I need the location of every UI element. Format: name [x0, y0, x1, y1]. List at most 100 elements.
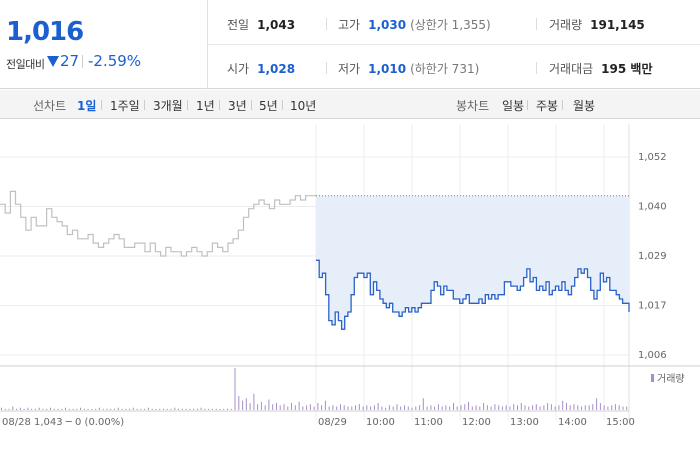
- tab-3year[interactable]: 3년: [228, 99, 247, 113]
- volume-bar: [618, 405, 620, 410]
- volume-bar: [283, 404, 285, 410]
- divider: [562, 100, 563, 110]
- volume-bar: [577, 405, 579, 410]
- volume-bar: [272, 404, 274, 410]
- volume-bar: [230, 408, 232, 410]
- x-axis-tick-label: 08/29: [318, 417, 347, 428]
- volume-bar: [155, 408, 157, 410]
- low-value: 1,010: [368, 62, 407, 76]
- volume-bar: [106, 408, 108, 410]
- volume-bar: [490, 406, 492, 410]
- volume-bar: [309, 404, 311, 410]
- volume-bar: [426, 406, 428, 410]
- volume-bar: [340, 404, 341, 410]
- volume-bar: [362, 406, 364, 410]
- volume-bar: [434, 406, 436, 410]
- volume-bar: [287, 406, 289, 410]
- tab-10year[interactable]: 10년: [290, 99, 317, 113]
- divider: [101, 100, 102, 110]
- volume-bar: [42, 408, 44, 410]
- volume-bar: [513, 404, 515, 410]
- volume-bar: [626, 406, 628, 410]
- tab-1day[interactable]: 1일: [77, 99, 97, 113]
- tab-monthly-candle[interactable]: 월봉: [573, 99, 596, 113]
- volume-bar: [102, 408, 104, 410]
- x-axis-tick-label: 15:00: [606, 417, 635, 428]
- volume-bar: [569, 405, 571, 410]
- trade-value-value: 195 백만: [601, 62, 653, 76]
- volume-bar: [437, 404, 439, 410]
- volume-bar: [449, 406, 451, 410]
- volume-bar: [366, 405, 368, 410]
- tab-daily-candle[interactable]: 일봉: [502, 99, 525, 113]
- volume-bar: [234, 368, 236, 410]
- volume-bar: [381, 406, 383, 410]
- y-axis-tick-label: 1,006: [638, 350, 667, 361]
- volume-bar: [317, 403, 319, 410]
- trade-value-label: 거래대금: [549, 62, 594, 76]
- y-axis-tick-label: 1,052: [638, 152, 667, 163]
- volume-bar: [23, 408, 25, 410]
- volume-bar: [50, 407, 51, 410]
- x-axis-tick-label: 10:00: [366, 417, 395, 428]
- tab-1year[interactable]: 1년: [196, 99, 215, 113]
- volume-bar: [140, 408, 142, 410]
- x-axis-tick-label: 13:00: [510, 417, 539, 428]
- divider: [144, 100, 145, 110]
- volume-bar: [464, 404, 466, 410]
- prev-close-label: 전일: [227, 18, 250, 32]
- volume-bar: [200, 407, 202, 410]
- row-divider: [208, 44, 700, 45]
- volume-bar: [377, 403, 379, 410]
- y-axis-tick-label: 1,040: [638, 202, 667, 213]
- volume-bar: [83, 408, 85, 410]
- volume-bar: [159, 408, 161, 410]
- volume-bar: [46, 408, 48, 410]
- volume-bar: [306, 405, 308, 410]
- volume-bar: [132, 407, 134, 410]
- tab-1week[interactable]: 1주일: [110, 99, 140, 113]
- low-price: 저가 1,010 (하한가 731): [338, 60, 479, 77]
- change-label: 전일대비: [6, 58, 45, 71]
- price-line: [316, 259, 630, 330]
- volume-bar: [336, 406, 338, 410]
- volume-bar: [468, 401, 469, 410]
- volume-bar: [622, 406, 624, 410]
- tab-3month[interactable]: 3개월: [153, 99, 183, 113]
- volume-bar: [328, 406, 330, 410]
- volume-bar: [298, 401, 300, 410]
- volume-bar: [34, 408, 36, 410]
- lower-limit: (하한가 731): [410, 62, 480, 76]
- tab-weekly-candle[interactable]: 주봉: [536, 99, 559, 113]
- volume-bar: [407, 406, 409, 410]
- volume-bar: [509, 406, 511, 410]
- volume-bar: [611, 405, 613, 410]
- volume-bar: [27, 407, 29, 410]
- volume-bar: [456, 406, 458, 410]
- volume-bar: [249, 403, 251, 410]
- volume-bar: [4, 408, 6, 410]
- volume-bar: [411, 407, 413, 410]
- volume-bar: [294, 405, 296, 410]
- line-chart-title: 선차트: [33, 99, 67, 113]
- volume-bar: [1, 407, 2, 410]
- price-summary: 1,016 전일대비 27 -2.59% 전일 1,043 고가 1,030 (상한가…: [0, 0, 700, 89]
- volume-bar: [505, 405, 507, 410]
- volume-bar: [385, 407, 387, 410]
- chart-period-tabs: 선차트 1일 1주일 3개월 1년 3년 5년 10년 봉차트 일봉 주봉 월봉: [0, 90, 700, 119]
- volume-bar: [16, 408, 18, 410]
- volume-bar: [279, 405, 281, 410]
- volume-bar: [614, 404, 616, 410]
- volume: 거래량 191,145: [549, 16, 645, 33]
- volume-bar: [441, 406, 443, 410]
- volume-bar: [351, 406, 353, 410]
- divider: [536, 18, 537, 30]
- volume-bar: [181, 408, 183, 410]
- volume-bar: [151, 408, 153, 410]
- volume-bar: [117, 407, 119, 410]
- volume-bar: [566, 403, 567, 410]
- volume-bar: [57, 408, 59, 410]
- tab-5year[interactable]: 5년: [259, 99, 278, 113]
- volume-bar: [260, 401, 262, 410]
- volume-bar: [227, 408, 228, 410]
